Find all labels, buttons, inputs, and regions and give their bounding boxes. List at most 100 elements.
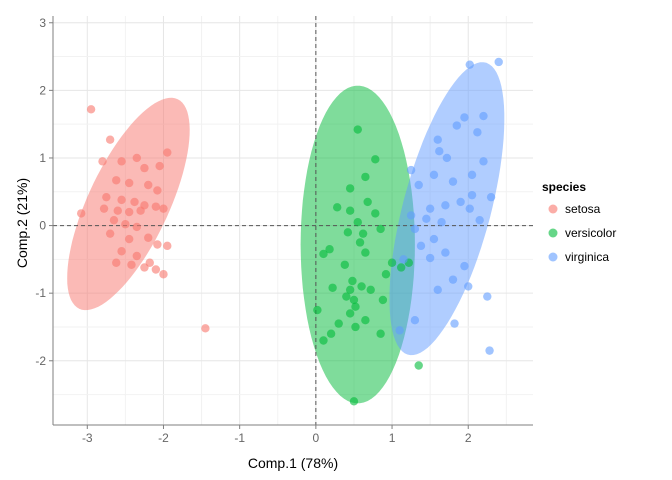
y-tick-label: -2 (35, 354, 46, 368)
point-setosa (113, 206, 122, 215)
point-virginica (452, 121, 462, 130)
point-virginica (456, 197, 465, 207)
point-virginica (475, 215, 484, 225)
legend-label-versicolor: versicolor (565, 226, 616, 240)
legend-label-virginica: virginica (565, 250, 609, 264)
point-setosa (124, 178, 134, 188)
point-virginica (406, 165, 416, 175)
point-setosa (136, 206, 145, 215)
ellipse-setosa (67, 97, 190, 311)
x-tick-label: -1 (234, 431, 245, 445)
x-tick-label: 1 (389, 431, 396, 445)
point-setosa (112, 176, 121, 185)
point-versicolor (371, 209, 380, 218)
point-setosa (132, 153, 142, 163)
data-points (76, 57, 503, 406)
legend-key-virginica (548, 252, 558, 262)
point-virginica (416, 241, 426, 251)
point-versicolor (351, 322, 360, 332)
axes: -3 -2 -1 0 1 2 -2 -1 0 1 2 3 (35, 16, 533, 445)
point-versicolor (357, 282, 366, 291)
point-virginica (429, 170, 439, 180)
x-tick-label: -2 (158, 431, 169, 445)
legend-key-versicolor (548, 228, 558, 238)
point-versicolor (343, 228, 353, 237)
point-virginica (486, 192, 496, 202)
point-versicolor (361, 316, 370, 325)
point-virginica (467, 170, 477, 180)
point-virginica (433, 285, 442, 294)
point-virginica (448, 177, 458, 186)
point-virginica (441, 201, 450, 210)
point-versicolor (396, 263, 406, 272)
point-setosa (109, 215, 119, 225)
point-virginica (395, 326, 404, 335)
point-versicolor (361, 172, 370, 182)
point-setosa (159, 204, 168, 213)
point-versicolor (328, 283, 337, 292)
point-virginica (479, 157, 488, 166)
point-versicolor (355, 238, 365, 247)
point-versicolor (348, 276, 357, 286)
point-versicolor (353, 125, 362, 134)
point-virginica (399, 255, 408, 264)
point-versicolor (345, 309, 355, 318)
point-virginica (448, 275, 458, 284)
point-virginica (422, 214, 431, 224)
point-virginica (410, 316, 420, 325)
point-versicolor (345, 184, 355, 193)
point-versicolor (334, 319, 343, 328)
point-setosa (105, 229, 115, 238)
point-versicolor (363, 197, 372, 207)
point-versicolor (319, 249, 328, 259)
point-virginica (450, 319, 459, 328)
point-setosa (121, 220, 130, 229)
point-setosa (155, 161, 164, 171)
point-virginica (410, 224, 420, 234)
point-versicolor (319, 336, 328, 345)
legend-label-setosa: setosa (565, 202, 601, 216)
point-setosa (130, 197, 139, 207)
point-versicolor (387, 258, 397, 267)
point-versicolor (351, 302, 360, 311)
point-setosa (117, 247, 126, 256)
point-versicolor (376, 224, 385, 234)
point-setosa (140, 263, 149, 272)
point-virginica (425, 204, 435, 213)
point-virginica (465, 60, 474, 69)
point-versicolor (332, 203, 342, 212)
point-setosa (151, 265, 161, 274)
point-virginica (406, 211, 416, 220)
point-versicolor (313, 305, 322, 315)
point-virginica (460, 113, 469, 122)
point-setosa (124, 234, 134, 244)
point-versicolor (358, 229, 368, 238)
point-versicolor (340, 260, 350, 269)
point-setosa (112, 258, 121, 267)
y-tick-label: 2 (39, 83, 46, 97)
point-virginica (464, 282, 473, 291)
point-setosa (163, 148, 172, 157)
y-tick-label: -1 (35, 286, 46, 300)
point-setosa (144, 180, 153, 190)
point-setosa (153, 240, 162, 249)
point-virginica (433, 135, 442, 144)
x-tick-label: 2 (465, 431, 472, 445)
point-setosa (124, 207, 134, 217)
point-setosa (98, 157, 107, 166)
point-setosa (144, 233, 153, 242)
point-versicolor (378, 295, 388, 305)
point-versicolor (342, 292, 351, 301)
point-setosa (86, 105, 96, 114)
legend: species setosa versicolor virginica (542, 180, 616, 264)
y-tick-label: 1 (39, 151, 46, 165)
point-versicolor (414, 361, 423, 370)
point-versicolor (376, 329, 385, 338)
x-axis-title: Comp.1 (78%) (248, 455, 338, 471)
point-virginica (441, 248, 450, 257)
point-virginica (494, 57, 503, 67)
point-setosa (102, 192, 111, 202)
point-versicolor (366, 285, 375, 294)
x-tick-label: -3 (82, 431, 93, 445)
point-virginica (483, 292, 492, 301)
